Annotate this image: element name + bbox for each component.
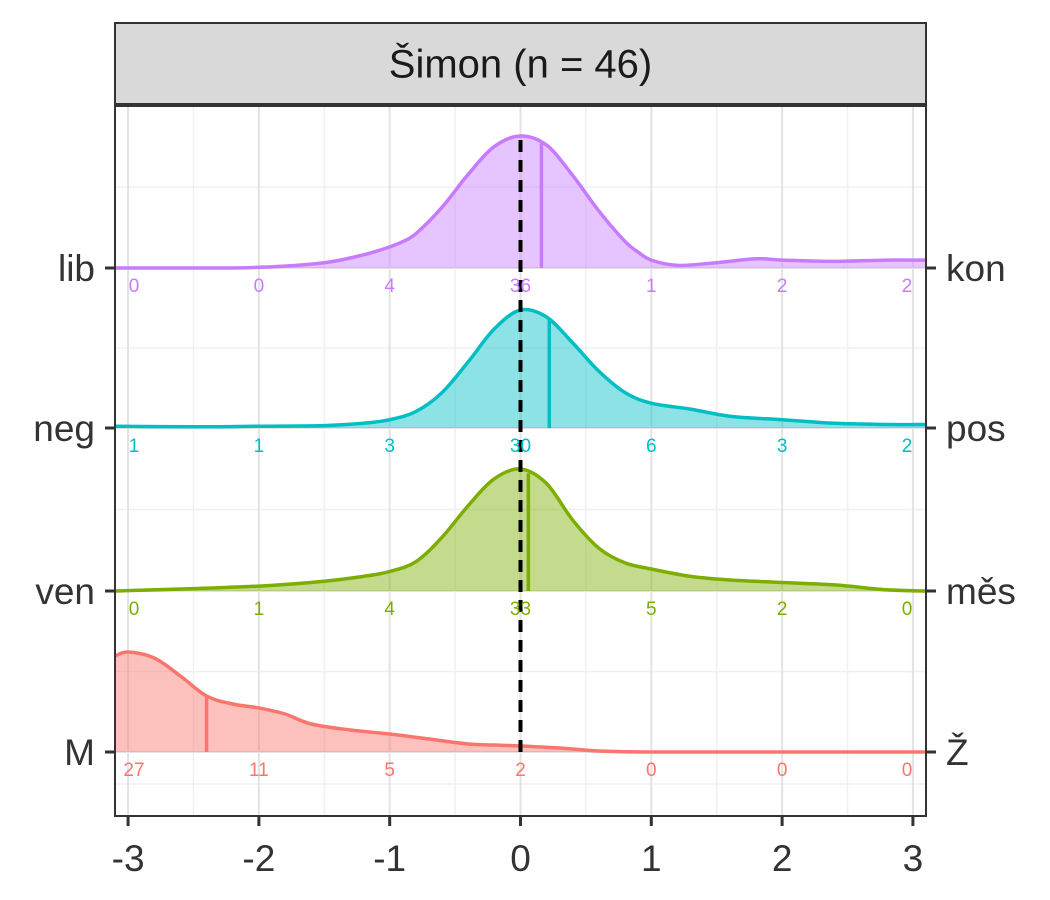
y-tick-label-left: lib (58, 248, 95, 289)
x-tick-label: 2 (772, 838, 793, 879)
bin-count-label: 1 (254, 436, 265, 457)
bin-count-label: 3 (777, 436, 788, 457)
bin-count-label: 3 (384, 436, 395, 457)
strip-background (114, 22, 927, 105)
x-tick-label: 0 (510, 838, 531, 879)
bin-count-label: 6 (646, 436, 657, 457)
bin-count-label: 2 (902, 436, 913, 457)
bin-count-label: 27 (123, 760, 144, 781)
x-tick-label: 1 (641, 838, 662, 879)
chart-title: Šimon (n = 46) (389, 42, 652, 87)
density-line-ven (114, 467, 927, 593)
y-axis-left: lib neg ven M (33, 248, 115, 773)
density-line-lib (114, 134, 927, 270)
bin-count-label: 5 (384, 760, 395, 781)
bin-count-label: 30 (510, 436, 531, 457)
bin-count-label: 0 (902, 599, 913, 620)
bin-count-label: 0 (129, 599, 140, 620)
bin-count-label: 1 (646, 276, 657, 297)
density-line-neg (114, 307, 927, 429)
x-tick-label: -1 (373, 838, 406, 879)
x-tick-label: -3 (112, 838, 145, 879)
y-axis-right: kon pos měs Ž (926, 248, 1016, 773)
mean-lines (204, 143, 552, 752)
bin-count-label: 0 (902, 760, 913, 781)
bin-count-label: 0 (777, 760, 788, 781)
bin-count-label: 0 (254, 276, 265, 297)
x-axis: -3 -2 -1 0 1 2 3 (112, 816, 924, 879)
bin-count-label: 1 (129, 436, 140, 457)
bin-count-label: 2 (902, 276, 913, 297)
bin-count-label: 1 (254, 599, 265, 620)
x-tick-label: -2 (242, 838, 275, 879)
y-tick-label-left: neg (33, 408, 95, 449)
bin-count-label: 4 (384, 599, 395, 620)
bin-count-label: 0 (646, 760, 657, 781)
y-tick-label-right: měs (946, 571, 1016, 612)
y-tick-label-left: M (64, 732, 95, 773)
y-tick-label-right: Ž (946, 732, 969, 773)
bin-counts: 0 0 4 36 1 2 21 1 3 30 6 3 20 1 4 33 5 2 027 11 5 2 0 0 0 (123, 276, 912, 781)
y-tick-label-left: ven (35, 571, 95, 612)
bin-count-label: 2 (777, 599, 788, 620)
x-tick-label: 3 (903, 838, 924, 879)
bin-count-label: 11 (249, 760, 269, 781)
y-tick-label-right: kon (946, 248, 1006, 289)
bin-count-label: 36 (510, 276, 531, 297)
bin-count-label: 2 (515, 760, 526, 781)
bin-count-label: 33 (510, 599, 531, 620)
bin-count-label: 4 (384, 276, 395, 297)
y-tick-label-right: pos (946, 408, 1006, 449)
bin-count-label: 0 (129, 276, 140, 297)
density-line-M (114, 650, 926, 754)
bin-count-label: 5 (646, 599, 657, 620)
bin-count-label: 2 (777, 276, 788, 297)
